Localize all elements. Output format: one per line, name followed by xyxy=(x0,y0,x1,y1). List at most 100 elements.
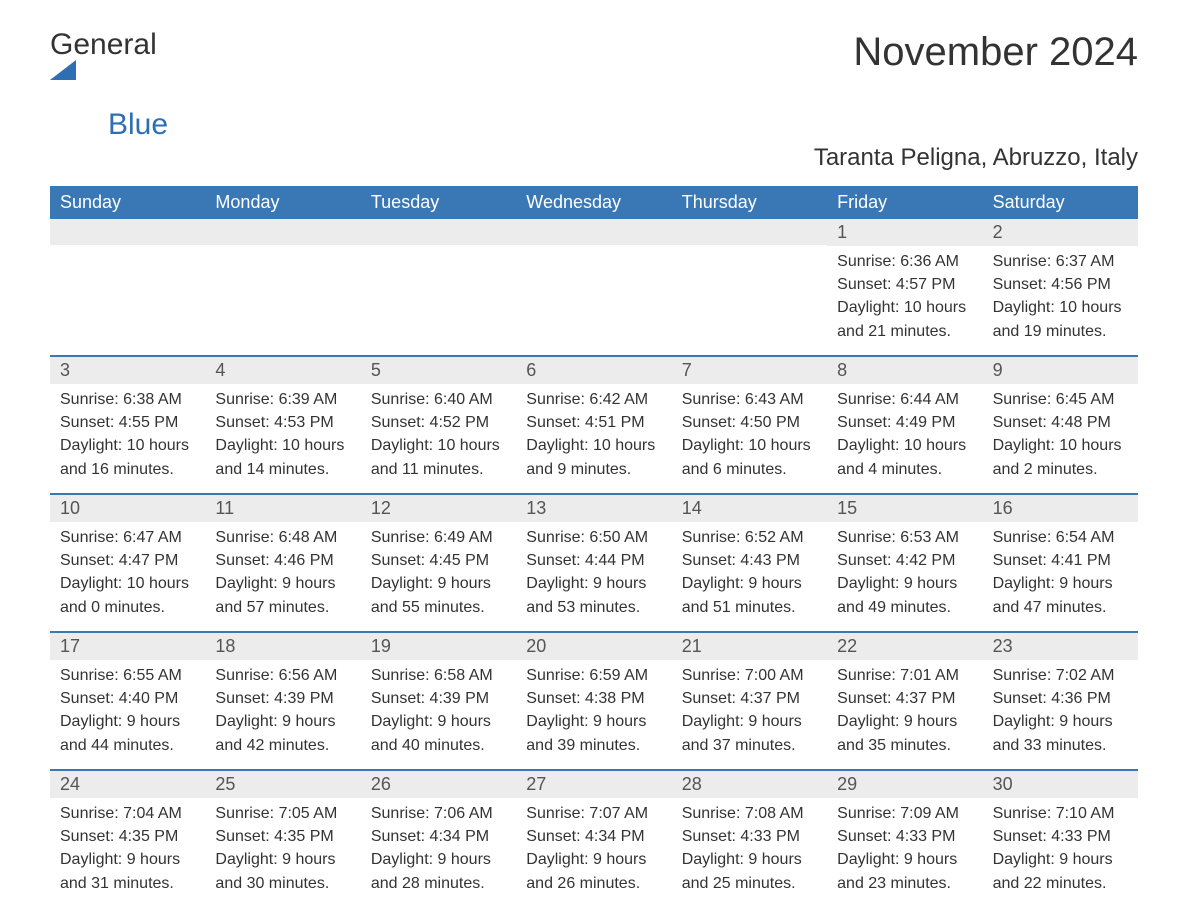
day-number: 6 xyxy=(516,357,671,384)
calendar-cell: 12Sunrise: 6:49 AMSunset: 4:45 PMDayligh… xyxy=(361,495,516,627)
calendar-cell xyxy=(361,219,516,351)
daylight-text: Daylight: 9 hours and 37 minutes. xyxy=(682,710,817,756)
sunset-text: Sunset: 4:53 PM xyxy=(215,411,350,434)
day-number xyxy=(361,219,516,245)
daylight-text: Daylight: 9 hours and 31 minutes. xyxy=(60,848,195,894)
calendar-cell: 4Sunrise: 6:39 AMSunset: 4:53 PMDaylight… xyxy=(205,357,360,489)
sunset-text: Sunset: 4:45 PM xyxy=(371,549,506,572)
sunset-text: Sunset: 4:43 PM xyxy=(682,549,817,572)
day-header: Thursday xyxy=(672,186,827,219)
sunrise-text: Sunrise: 6:50 AM xyxy=(526,526,661,549)
daylight-text: Daylight: 10 hours and 14 minutes. xyxy=(215,434,350,480)
calendar-cell: 15 Sunrise: 6:53 AMSunset: 4:42 PMDayligh… xyxy=(827,495,982,627)
cell-body: Sunrise: 6:58 AMSunset: 4:39 PMDaylight:… xyxy=(361,660,516,757)
sunset-text: Sunset: 4:33 PM xyxy=(993,825,1128,848)
sunrise-text: Sunrise: 6:43 AM xyxy=(682,388,817,411)
sunset-text: Sunset: 4:48 PM xyxy=(993,411,1128,434)
day-header: Wednesday xyxy=(516,186,671,219)
sunrise-text: Sunrise: 6:53 AM xyxy=(837,526,972,549)
week-row: 10Sunrise: 6:47 AMSunset: 4:47 PMDayligh… xyxy=(50,493,1138,627)
week-row: 24Sunrise: 7:04 AMSunset: 4:35 PMDayligh… xyxy=(50,769,1138,903)
calendar-cell: 22 Sunrise: 7:01 AMSunset: 4:37 PMDayligh… xyxy=(827,633,982,765)
day-number xyxy=(672,219,827,245)
sunrise-text: Sunrise: 6:58 AM xyxy=(371,664,506,687)
daylight-text: Daylight: 9 hours and 42 minutes. xyxy=(215,710,350,756)
cell-body: Sunrise: 6:40 AMSunset: 4:52 PMDaylight:… xyxy=(361,384,516,481)
sunrise-text: Sunrise: 7:01 AM xyxy=(837,664,972,687)
sunset-text: Sunset: 4:52 PM xyxy=(371,411,506,434)
day-number: 5 xyxy=(361,357,516,384)
daylight-text: Daylight: 10 hours and 16 minutes. xyxy=(60,434,195,480)
calendar-cell: 17Sunrise: 6:55 AMSunset: 4:40 PMDayligh… xyxy=(50,633,205,765)
daylight-text: Daylight: 9 hours and 44 minutes. xyxy=(60,710,195,756)
daylight-text: Daylight: 9 hours and 33 minutes. xyxy=(993,710,1128,756)
calendar-cell xyxy=(50,219,205,351)
calendar-cell: 13Sunrise: 6:50 AMSunset: 4:44 PMDayligh… xyxy=(516,495,671,627)
brand-logo: General Blue xyxy=(50,30,168,140)
day-number: 12 xyxy=(361,495,516,522)
sunset-text: Sunset: 4:33 PM xyxy=(682,825,817,848)
cell-body: Sunrise: 6:49 AMSunset: 4:45 PMDaylight:… xyxy=(361,522,516,619)
calendar-cell: 2Sunrise: 6:37 AMSunset: 4:56 PMDaylight… xyxy=(983,219,1138,351)
sunset-text: Sunset: 4:46 PM xyxy=(215,549,350,572)
day-number: 26 xyxy=(361,771,516,798)
brand-text-2: Blue xyxy=(108,108,168,141)
calendar-cell: 7Sunrise: 6:43 AMSunset: 4:50 PMDaylight… xyxy=(672,357,827,489)
cell-body: Sunrise: 6:48 AMSunset: 4:46 PMDaylight:… xyxy=(205,522,360,619)
calendar-cell: 21Sunrise: 7:00 AMSunset: 4:37 PMDayligh… xyxy=(672,633,827,765)
sunrise-text: Sunrise: 6:56 AM xyxy=(215,664,350,687)
sunrise-text: Sunrise: 7:02 AM xyxy=(993,664,1128,687)
cell-body: Sunrise: 6:47 AMSunset: 4:47 PMDaylight:… xyxy=(50,522,205,619)
calendar-cell: 20Sunrise: 6:59 AMSunset: 4:38 PMDayligh… xyxy=(516,633,671,765)
daylight-text: Daylight: 10 hours and 4 minutes. xyxy=(837,434,972,480)
sunset-text: Sunset: 4:55 PM xyxy=(60,411,195,434)
sunrise-text: Sunrise: 6:44 AM xyxy=(837,388,972,411)
sunrise-text: Sunrise: 6:59 AM xyxy=(526,664,661,687)
daylight-text: Daylight: 9 hours and 49 minutes. xyxy=(837,572,972,618)
day-header-row: Sunday Monday Tuesday Wednesday Thursday… xyxy=(50,186,1138,219)
day-number: 7 xyxy=(672,357,827,384)
day-number: 18 xyxy=(205,633,360,660)
cell-body: Sunrise: 6:55 AMSunset: 4:40 PMDaylight:… xyxy=(50,660,205,757)
sunrise-text: Sunrise: 6:54 AM xyxy=(993,526,1128,549)
cell-body: Sunrise: 7:07 AMSunset: 4:34 PMDaylight:… xyxy=(516,798,671,895)
daylight-text: Daylight: 10 hours and 9 minutes. xyxy=(526,434,661,480)
cell-body: Sunrise: 7:04 AMSunset: 4:35 PMDaylight:… xyxy=(50,798,205,895)
sunrise-text: Sunrise: 6:52 AM xyxy=(682,526,817,549)
daylight-text: Daylight: 10 hours and 21 minutes. xyxy=(837,296,972,342)
sunrise-text: Sunrise: 6:42 AM xyxy=(526,388,661,411)
week-row: 3Sunrise: 6:38 AMSunset: 4:55 PMDaylight… xyxy=(50,355,1138,489)
calendar-cell: 6Sunrise: 6:42 AMSunset: 4:51 PMDaylight… xyxy=(516,357,671,489)
cell-body: Sunrise: 6:54 AMSunset: 4:41 PMDaylight:… xyxy=(983,522,1138,619)
daylight-text: Daylight: 9 hours and 47 minutes. xyxy=(993,572,1128,618)
sunset-text: Sunset: 4:36 PM xyxy=(993,687,1128,710)
cell-body: Sunrise: 6:52 AMSunset: 4:43 PMDaylight:… xyxy=(672,522,827,619)
day-number xyxy=(205,219,360,245)
calendar-cell xyxy=(672,219,827,351)
week-row: 1Sunrise: 6:36 AMSunset: 4:57 PMDaylight… xyxy=(50,219,1138,351)
day-number: 1 xyxy=(827,219,982,246)
calendar-cell: 8Sunrise: 6:44 AMSunset: 4:49 PMDaylight… xyxy=(827,357,982,489)
page-title: November 2024 xyxy=(853,30,1138,75)
sunset-text: Sunset: 4:33 PM xyxy=(837,825,972,848)
day-number: 9 xyxy=(983,357,1138,384)
cell-body: Sunrise: 7:08 AMSunset: 4:33 PMDaylight:… xyxy=(672,798,827,895)
sunrise-text: Sunrise: 7:06 AM xyxy=(371,802,506,825)
sunrise-text: Sunrise: 6:55 AM xyxy=(60,664,195,687)
day-number: 2 xyxy=(983,219,1138,246)
sunset-text: Sunset: 4:42 PM xyxy=(837,549,972,572)
sunrise-text: Sunrise: 6:48 AM xyxy=(215,526,350,549)
day-number: 3 xyxy=(50,357,205,384)
calendar-cell: 1Sunrise: 6:36 AMSunset: 4:57 PMDaylight… xyxy=(827,219,982,351)
calendar-cell: 28Sunrise: 7:08 AMSunset: 4:33 PMDayligh… xyxy=(672,771,827,903)
triangle-icon xyxy=(50,60,168,80)
calendar-cell: 16Sunrise: 6:54 AMSunset: 4:41 PMDayligh… xyxy=(983,495,1138,627)
day-number: 22 xyxy=(827,633,982,660)
day-number: 15 xyxy=(827,495,982,522)
sunset-text: Sunset: 4:37 PM xyxy=(837,687,972,710)
daylight-text: Daylight: 9 hours and 35 minutes. xyxy=(837,710,972,756)
daylight-text: Daylight: 9 hours and 40 minutes. xyxy=(371,710,506,756)
daylight-text: Daylight: 10 hours and 0 minutes. xyxy=(60,572,195,618)
cell-body: Sunrise: 6:38 AMSunset: 4:55 PMDaylight:… xyxy=(50,384,205,481)
sunset-text: Sunset: 4:39 PM xyxy=(215,687,350,710)
